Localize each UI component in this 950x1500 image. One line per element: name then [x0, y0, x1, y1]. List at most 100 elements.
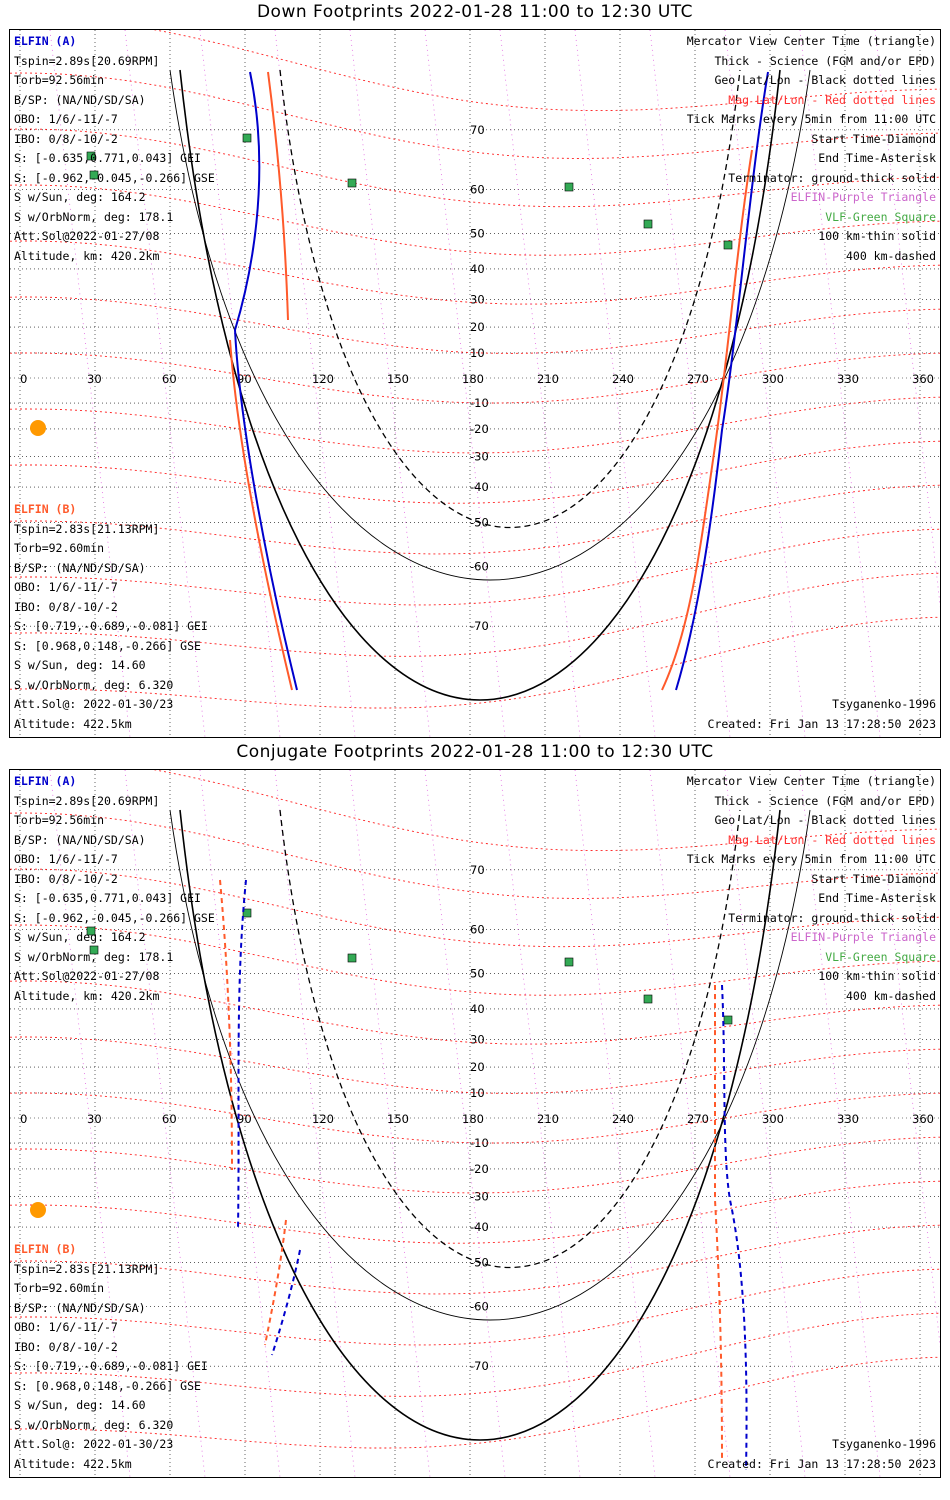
- info-line: S w/OrbNorm, deg: 6.320: [14, 677, 174, 692]
- legend-line: Tick Marks every 5min from 11:00 UTC: [686, 112, 936, 126]
- legend-line: Tick Marks every 5min from 11:00 UTC: [686, 852, 936, 866]
- legend-line: Thick - Science (FGM and/or EPD): [714, 53, 936, 68]
- mag-lon-line: [124, 30, 206, 737]
- lat-tick-label: 30: [470, 292, 485, 306]
- info-line: Torb=92.56min: [14, 813, 105, 827]
- info-line: Att.Sol@2022-01-27/08: [14, 969, 160, 983]
- info-line: S w/Sun, deg: 164.2: [14, 930, 146, 944]
- mag-lat-line: [153, 30, 940, 112]
- info-line: S w/OrbNorm, deg: 6.320: [14, 1417, 174, 1432]
- footprint-map: 0 30 60 90 120 150 180 210 240 270 300 330 360 70 60 50…: [10, 30, 940, 737]
- lon-tick-label: 0: [20, 372, 27, 386]
- mag-lon-line: [799, 770, 881, 1477]
- down-footprints-panel: Down Footprints 2022-01-28 11:00 to 12:3…: [0, 0, 950, 746]
- map-legend: Mercator View Center Time (triangle) Thi…: [687, 32, 936, 266]
- elfin-a-track-east: [721, 984, 748, 1471]
- info-line: B/SP: (NA/ND/SD/SA): [14, 92, 146, 107]
- lat-tick-label: 50: [470, 226, 485, 240]
- elfin-b-track: [229, 71, 293, 691]
- lon-tick-label: 60: [162, 1112, 177, 1126]
- mag-lon-line: [874, 770, 940, 1348]
- legend-line: Start Time-Diamond: [811, 131, 936, 146]
- info-line: IBO: 0/8/-10/-2: [14, 131, 118, 146]
- vlf-square-icon: [643, 219, 653, 229]
- lon-tick-label: 120: [312, 1112, 334, 1126]
- elfin-b-info: ELFIN (B) Tspin=2.83s[21.13RPM] Torb=92.…: [14, 500, 208, 734]
- info-line: S: [-0.962,-0.045,-0.266] GSE: [14, 910, 215, 925]
- info-line: S: [-0.635,0.771,0.043] GEI: [14, 891, 201, 905]
- mag-lat-line: [10, 352, 940, 404]
- mag-lat-line: [10, 396, 940, 454]
- mag-lat-line: [10, 72, 940, 159]
- mag-lon-line: [499, 30, 581, 737]
- elfin-b-title: ELFIN (B): [14, 502, 77, 516]
- mag-lat-line: [10, 812, 940, 899]
- lon-tick-label: 30: [87, 372, 102, 386]
- legend-line: End Time-Asterisk: [818, 891, 936, 905]
- lat-tick-label: -10: [470, 396, 489, 410]
- vlf-square-icon: [347, 178, 357, 188]
- lat-tick-label: -70: [470, 1359, 489, 1373]
- lon-tick-label: 90: [237, 1112, 252, 1126]
- lon-tick-label: 60: [162, 372, 177, 386]
- mag-lat-line: [10, 296, 940, 354]
- lat-tick-label: 20: [470, 1060, 485, 1074]
- mag-lon-line: [349, 30, 431, 737]
- legend-line: Mercator View Center Time (triangle): [686, 34, 936, 48]
- info-line: S: [-0.962,-0.045,-0.266] GSE: [14, 170, 215, 185]
- elfin-a-track-east: [675, 71, 769, 691]
- lat-tick-label: -30: [470, 1190, 489, 1204]
- mag-lat-line: [10, 1092, 940, 1144]
- mag-lon-line: [199, 770, 281, 1477]
- map-footer: Tsyganenko-1996 Created: Fri Jan 13 17:2…: [708, 1435, 936, 1474]
- lat-tick-label: -20: [470, 1162, 489, 1176]
- lon-tick-label: 330: [837, 372, 859, 386]
- mag-lat-line: [10, 1180, 940, 1244]
- lon-tick-label: 360: [912, 1112, 934, 1126]
- lat-tick-label: 60: [470, 183, 485, 197]
- terminator-100km-line: [169, 809, 811, 1321]
- legend-line: 400 km-dashed: [845, 248, 936, 263]
- info-line: S w/OrbNorm, deg: 178.1: [14, 949, 174, 964]
- info-line: Altitude, km: 420.2km: [14, 988, 160, 1003]
- model-label: Tsyganenko-1996: [832, 1437, 936, 1451]
- mag-lon-line: [124, 770, 206, 1477]
- info-line: Att.Sol@2022-01-27/08: [14, 229, 160, 243]
- vlf-square-icon: [242, 908, 252, 918]
- info-line: B/SP: (NA/ND/SD/SA): [14, 560, 146, 575]
- legend-line: 100 km-thin solid: [818, 229, 936, 243]
- legend-line: Mag Lat/Lon - Red dotted lines: [728, 92, 936, 107]
- lon-tick-label: 150: [387, 1112, 409, 1126]
- elfin-a-info: ELFIN (A) Tspin=2.89s[20.69RPM] Torb=92.…: [14, 772, 215, 1006]
- lon-tick-label: 30: [87, 1112, 102, 1126]
- mag-lon-line: [724, 30, 806, 737]
- model-label: Tsyganenko-1996: [832, 697, 936, 711]
- lat-tick-label: 40: [470, 1002, 485, 1016]
- legend-line: ELFIN-Purple Triangle: [790, 930, 936, 944]
- info-line: IBO: 0/8/-10/-2: [14, 599, 118, 614]
- info-line: S: [-0.635,0.771,0.043] GEI: [14, 151, 201, 165]
- info-line: Att.Sol@: 2022-01-30/23: [14, 697, 174, 711]
- info-line: Torb=92.60min: [14, 541, 105, 555]
- lon-tick-label: 90: [237, 372, 252, 386]
- legend-line: VLF-Green Square: [825, 209, 936, 224]
- legend-line: VLF-Green Square: [825, 949, 936, 964]
- elfin-b-title: ELFIN (B): [14, 1242, 77, 1256]
- lat-tick-label: -40: [470, 1220, 489, 1234]
- lon-tick-label: 240: [612, 1112, 634, 1126]
- info-line: S w/Sun, deg: 14.60: [14, 658, 146, 672]
- terminator-400km-line: [279, 69, 741, 529]
- info-line: Altitude, km: 420.2km: [14, 248, 160, 263]
- lon-tick-label: 300: [762, 1112, 784, 1126]
- lon-tick-label: 210: [537, 1112, 559, 1126]
- sun-icon: [30, 1202, 46, 1218]
- lon-tick-label: 300: [762, 372, 784, 386]
- lon-tick-label: 120: [312, 372, 334, 386]
- info-line: Tspin=2.89s[20.69RPM]: [14, 793, 160, 808]
- info-line: S w/OrbNorm, deg: 178.1: [14, 209, 174, 224]
- mag-lat-line: [10, 616, 940, 709]
- mag-lon-line: [724, 770, 806, 1477]
- map-footer: Tsyganenko-1996 Created: Fri Jan 13 17:2…: [708, 695, 936, 734]
- elfin-b-info: ELFIN (B) Tspin=2.83s[21.13RPM] Torb=92.…: [14, 1240, 208, 1474]
- mag-lat-line: [10, 484, 940, 555]
